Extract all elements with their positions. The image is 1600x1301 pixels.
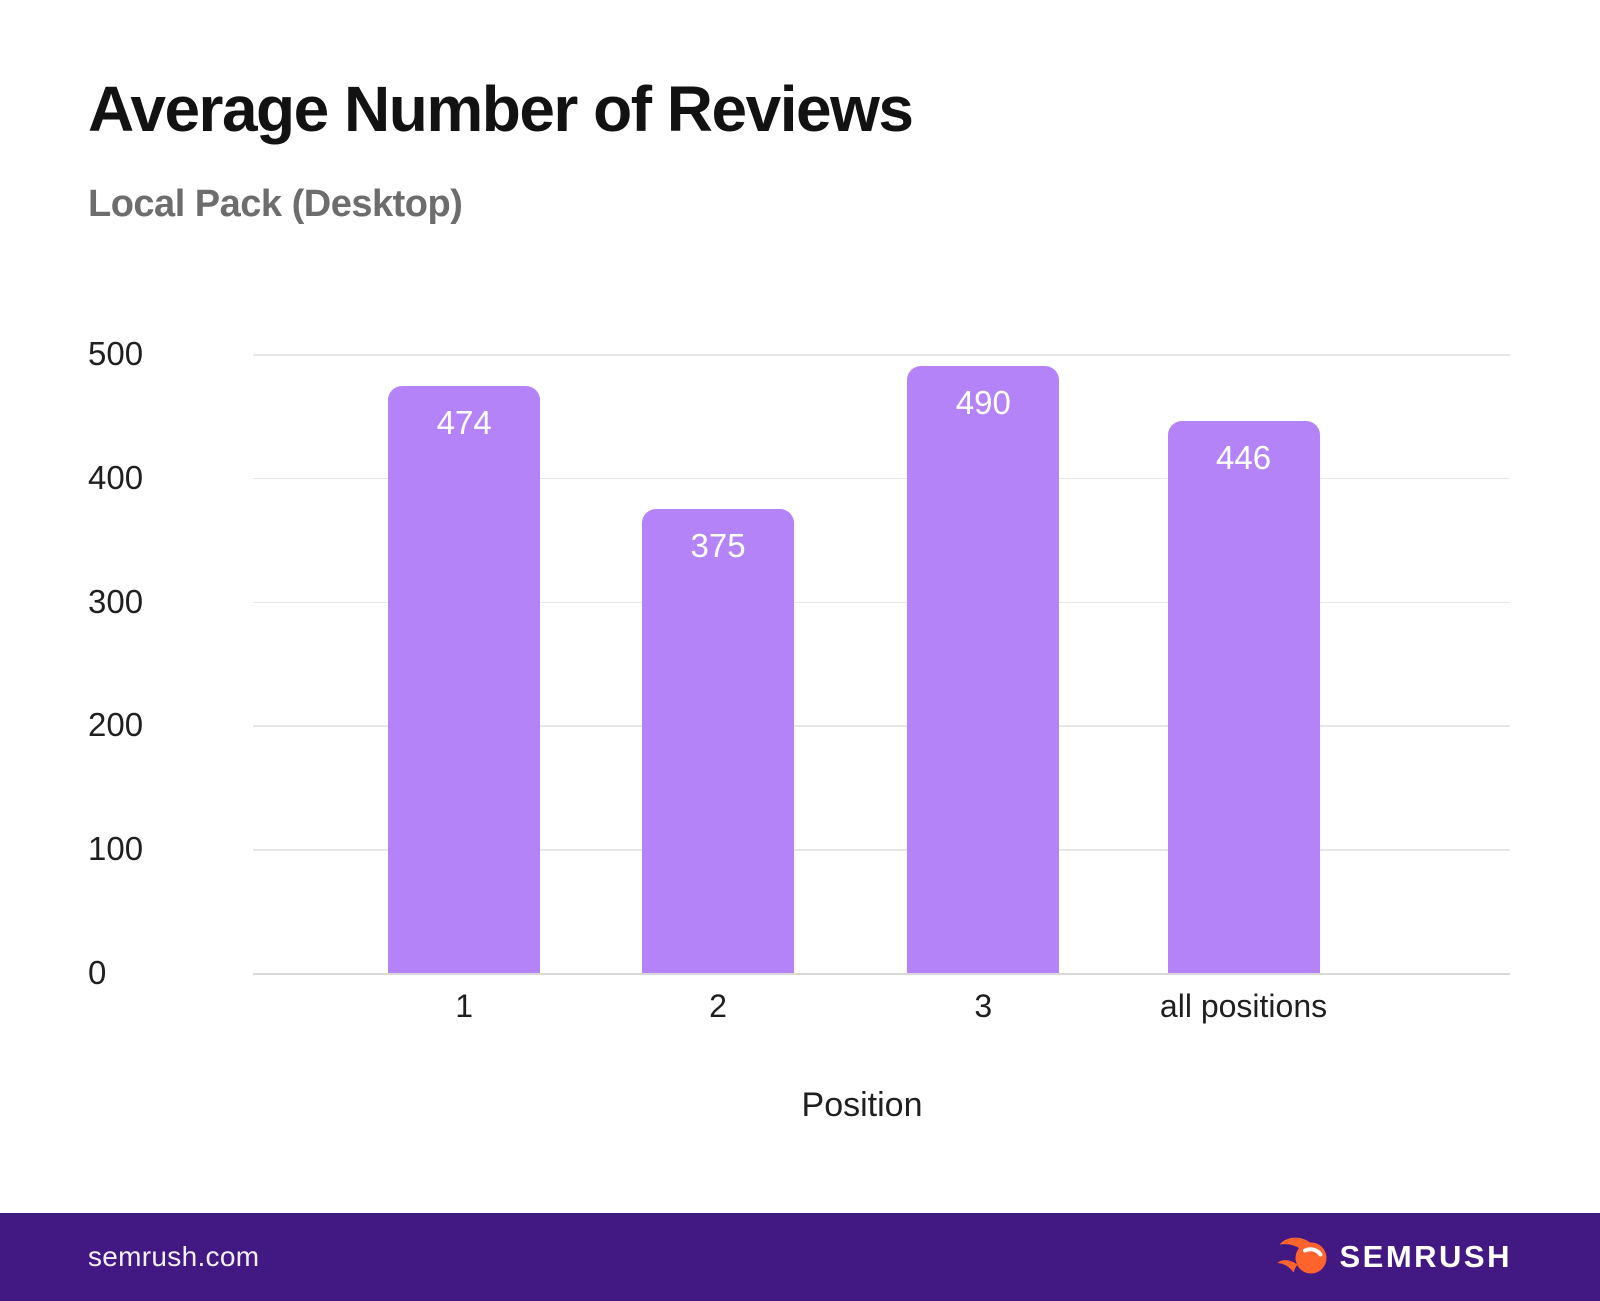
bar-value-label: 490	[955, 384, 1011, 422]
brand-wordmark: SEMRUSH	[1339, 1239, 1512, 1274]
y-tick-label-0: 0	[88, 954, 107, 991]
x-tick-label-all-positions: all positions	[1159, 988, 1328, 1024]
chart-subtitle: Local Pack (Desktop)	[88, 183, 463, 225]
y-tick-label-100: 100	[88, 830, 144, 868]
brand-lockup: SEMRUSH	[1277, 1234, 1512, 1280]
x-tick-label-1: 1	[455, 988, 474, 1024]
x-axis-title: Position	[801, 1086, 923, 1124]
y-tick-label-400: 400	[88, 458, 144, 496]
gridline-500	[253, 354, 1510, 356]
bar-value-label: 375	[690, 526, 746, 564]
bar-value-label: 474	[436, 404, 492, 442]
gridline-100	[253, 849, 1510, 851]
bar-3: 490	[907, 366, 1060, 973]
bar-all-positions: 446	[1167, 420, 1320, 973]
y-tick-label-200: 200	[88, 706, 144, 744]
gridline-400	[253, 477, 1510, 480]
gridline-300	[253, 601, 1510, 604]
gridline-200	[253, 725, 1510, 727]
bar-2: 375	[642, 508, 795, 973]
bar-1: 474	[388, 386, 541, 973]
y-tick-label-300: 300	[88, 582, 144, 620]
footer-site-url: semrush.com	[88, 1241, 260, 1272]
x-tick-label-3: 3	[974, 988, 993, 1024]
bar-value-label: 446	[1215, 438, 1272, 476]
semrush-logo-icon	[1277, 1237, 1327, 1274]
footer-bar: semrush.com SEMRUSH	[0, 1213, 1600, 1301]
x-tick-label-2: 2	[709, 988, 727, 1024]
chart-title: Average Number of Reviews	[88, 73, 914, 145]
y-tick-label-500: 500	[88, 335, 144, 372]
plot-area: 474 375 490 446	[253, 354, 1510, 975]
